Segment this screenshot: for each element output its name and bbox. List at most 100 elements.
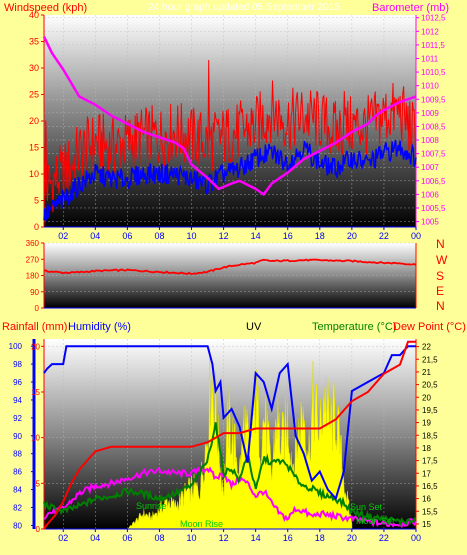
x-tick-label: 14 [251,533,261,543]
y2-tick-label: 1006,5 [421,177,446,186]
y-tick-label: 270 [26,255,40,264]
y2-tick-label: 1007 [421,163,439,172]
temp-tick-label: 17 [422,469,431,478]
x-tick-label: 10 [187,231,197,240]
humidity-tick-label: 80 [13,521,22,530]
direction-label-s: S [436,269,445,283]
x-tick-label: 06 [122,533,132,543]
x-tick-label: 18 [315,533,325,543]
y2-tick-label: 1010 [421,82,439,91]
rainfall-series [43,340,416,530]
y2-tick-label: 1008 [421,136,439,145]
humidity-tick-label: 84 [13,486,22,495]
temp-tick-label: 22 [422,343,431,352]
y-tick-label: 0 [35,304,40,313]
graph-caption: 24 hour graph updated 05 September 2015 [148,2,340,13]
humidity-tick-label: 92 [13,414,22,423]
humidity-tick-label: 96 [13,378,22,387]
y2-tick-label: 1005 [421,218,439,227]
temp-tick-label: 21 [422,368,431,377]
x-tick-label: 22 [379,533,389,543]
x-tick-label: 16 [283,231,293,240]
x-tick-label: 10 [187,533,197,543]
y2-tick-label: 1010,5 [421,68,446,77]
humidity-tick-label: 82 [13,503,22,512]
y2-tick-label: 1011 [421,54,439,63]
temp-tick-label: 18,5 [422,431,438,440]
humidity-tick-label: 100 [9,342,23,351]
y2-tick-label: 1012,5 [421,14,446,23]
x-tick-label: 00 [411,231,421,240]
wind-direction-series [43,258,417,275]
x-tick-label: 06 [122,231,132,240]
y-tick-label: 20 [29,116,39,126]
x-tick-label: 02 [58,231,68,240]
x-tick-label: 12 [219,231,229,240]
x-tick-label: 16 [283,533,293,543]
rain-tick-label: 15 [31,388,40,397]
x-tick-label: 14 [251,231,261,240]
sunset-label: Sun Set [350,502,383,512]
y-tick-label: 180 [26,272,40,281]
humidity-tick-label: 98 [13,360,22,369]
x-tick-label: 08 [154,533,164,543]
direction-label-w: W [436,253,448,267]
temp-tick-label: 16 [422,495,431,504]
rain-tick-label: 20 [31,342,40,351]
uv-axis-label: UV [246,321,262,333]
temp-tick-label: 21,5 [422,355,438,364]
y2-tick-label: 1008,5 [421,122,446,131]
x-tick-label: 22 [379,231,389,240]
x-tick-label: 20 [347,231,357,240]
y-tick-label: 30 [29,63,39,73]
y2-tick-label: 1007,5 [421,150,446,159]
moonset-label: Moon Set [356,516,395,526]
direction-label-n-bottom: N [436,299,445,313]
moonrise-label: Moon Rise [180,519,224,529]
average-wind-series [43,139,417,222]
y-tick-label: 0 [34,222,39,232]
y-tick-label: 5 [34,196,39,206]
rain-tick-label: 5 [36,479,41,488]
humidity-tick-label: 86 [13,468,22,477]
humidity-tick-label: 94 [13,396,22,405]
rain-tick-label: 0 [36,525,41,534]
x-tick-label: 08 [154,231,164,240]
sunrise-label: Sunrise [136,501,167,511]
y-tick-label: 35 [29,37,39,47]
x-tick-label: 12 [219,533,229,543]
direction-label-e: E [436,284,445,298]
x-tick-label: 04 [90,231,100,240]
windspeed-axis-label: Windspeed (kph) [4,2,88,14]
x-tick-label: 18 [315,231,325,240]
y2-tick-label: 1005,5 [421,204,446,213]
y2-tick-label: 1009,5 [421,95,446,104]
dewpoint-series [43,466,417,529]
y-tick-label: 10 [29,169,39,179]
y2-tick-label: 1009 [421,109,439,118]
x-tick-label: 02 [58,533,68,543]
wind-direction-chart: 0 90 180 270 360 [26,239,417,313]
temp-tick-label: 15,5 [422,507,438,516]
temperature-series [43,422,417,527]
temp-tick-label: 18 [422,444,431,453]
y-tick-label: 90 [30,288,39,297]
temp-tick-label: 17,5 [422,457,438,466]
barometer-series [42,36,417,197]
y-tick-label: 40 [29,10,39,20]
x-tick-label: 00 [411,533,421,543]
x-tick-label: 04 [90,533,100,543]
barometer-axis-label: Barometer (mb) [372,2,450,14]
temp-tick-label: 15 [422,520,431,529]
windspeed-series [43,59,417,213]
wind-barometer-chart: 051015202530354010051005,510061006,51007… [29,10,446,240]
humidity-tick-label: 90 [13,432,22,441]
plot-area [44,15,416,227]
x-tick-label: 20 [347,533,357,543]
humidity-series [43,345,416,501]
temp-tick-label: 19 [422,419,431,428]
temp-tick-label: 19,5 [422,406,438,415]
humidity-axis-label: Humidity (%) [68,321,131,333]
